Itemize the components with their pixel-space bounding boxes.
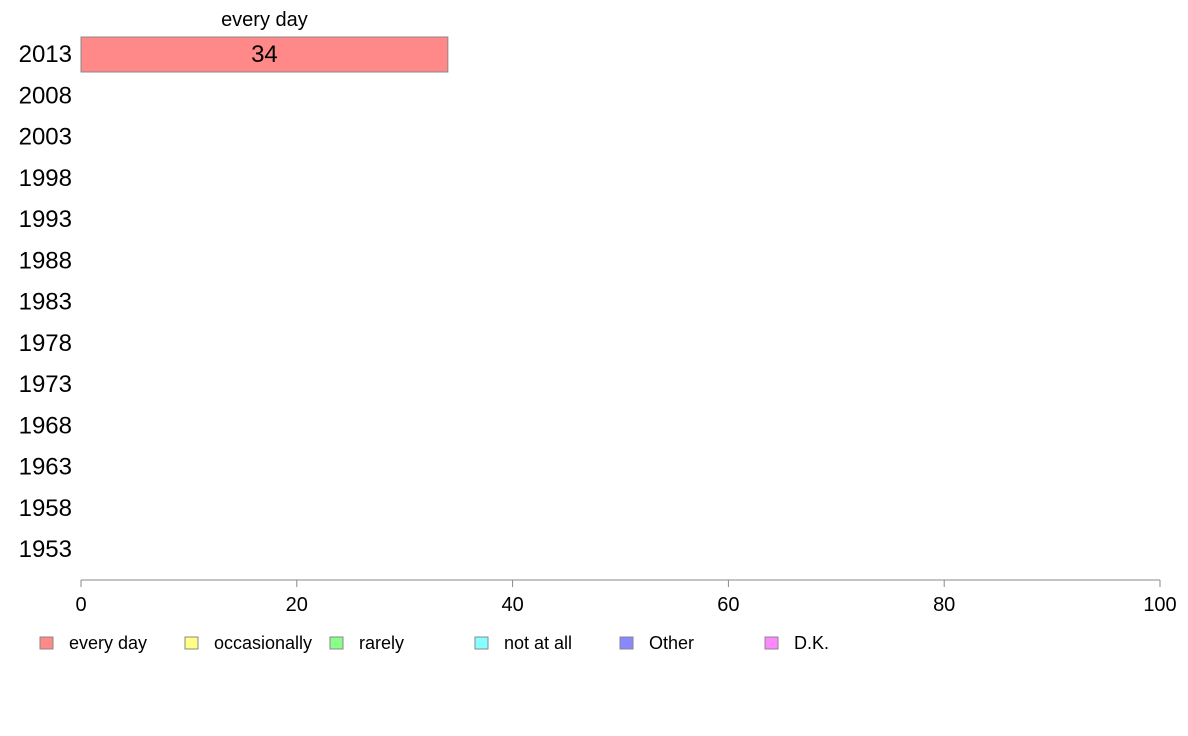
x-tick-label-100: 100 [1143, 594, 1176, 616]
x-tick-label-0: 0 [75, 594, 86, 616]
legend-item-every-day: every day [39, 633, 147, 653]
legend-item-other: Other [619, 633, 694, 653]
legend-item-d-k: D.K. [764, 633, 829, 653]
legend-swatch-occasionally [184, 636, 199, 650]
x-tick-label-60: 60 [717, 594, 739, 616]
legend: every day occasionally rarely not at all Oth… [39, 633, 829, 653]
legend-swatch-every-day [39, 636, 54, 650]
legend-label-not-at-all: not at all [504, 633, 572, 653]
x-axis: 0 20 40 60 80 100 [75, 579, 1177, 616]
y-tick-label-1978: 1978 [19, 330, 72, 357]
segment-header-label: every day [221, 9, 308, 31]
legend-label-rarely: rarely [359, 633, 404, 653]
bars [80, 36, 449, 73]
bar-2013-every-day [80, 36, 449, 73]
legend-item-rarely: rarely [329, 633, 404, 653]
legend-label-every-day: every day [69, 633, 147, 653]
legend-label-d-k: D.K. [794, 633, 829, 653]
segment-header-layer: every day [221, 9, 308, 31]
legend-label-other: Other [649, 633, 694, 653]
y-tick-label-1973: 1973 [19, 371, 72, 398]
y-tick-label-1998: 1998 [19, 165, 72, 192]
y-tick-label-1993: 1993 [19, 206, 72, 233]
legend-item-not-at-all: not at all [474, 633, 572, 653]
legend-swatch-d-k [764, 636, 779, 650]
y-tick-label-1953: 1953 [19, 536, 72, 563]
data-labels: 34 [251, 41, 278, 68]
legend-item-occasionally: occasionally [184, 633, 312, 653]
y-tick-label-2008: 2008 [19, 82, 72, 109]
y-tick-label-1988: 1988 [19, 247, 72, 274]
y-tick-label-2003: 2003 [19, 124, 72, 151]
legend-label-occasionally: occasionally [214, 633, 312, 653]
y-tick-label-1958: 1958 [19, 495, 72, 522]
data-label-2013-every-day: 34 [251, 41, 278, 68]
x-tick-label-20: 20 [286, 594, 308, 616]
x-tick-label-40: 40 [501, 594, 523, 616]
y-axis-tick-labels: 2013 2008 2003 1998 1993 1988 1983 1978 1973 1968… [19, 41, 72, 563]
y-tick-label-1963: 1963 [19, 454, 72, 481]
legend-swatch-rarely [329, 636, 344, 650]
y-tick-label-2013: 2013 [19, 41, 72, 68]
y-tick-label-1968: 1968 [19, 412, 72, 439]
y-tick-label-1983: 1983 [19, 289, 72, 316]
x-tick-label-80: 80 [933, 594, 955, 616]
legend-swatch-other [619, 636, 634, 650]
legend-swatch-not-at-all [474, 636, 489, 650]
